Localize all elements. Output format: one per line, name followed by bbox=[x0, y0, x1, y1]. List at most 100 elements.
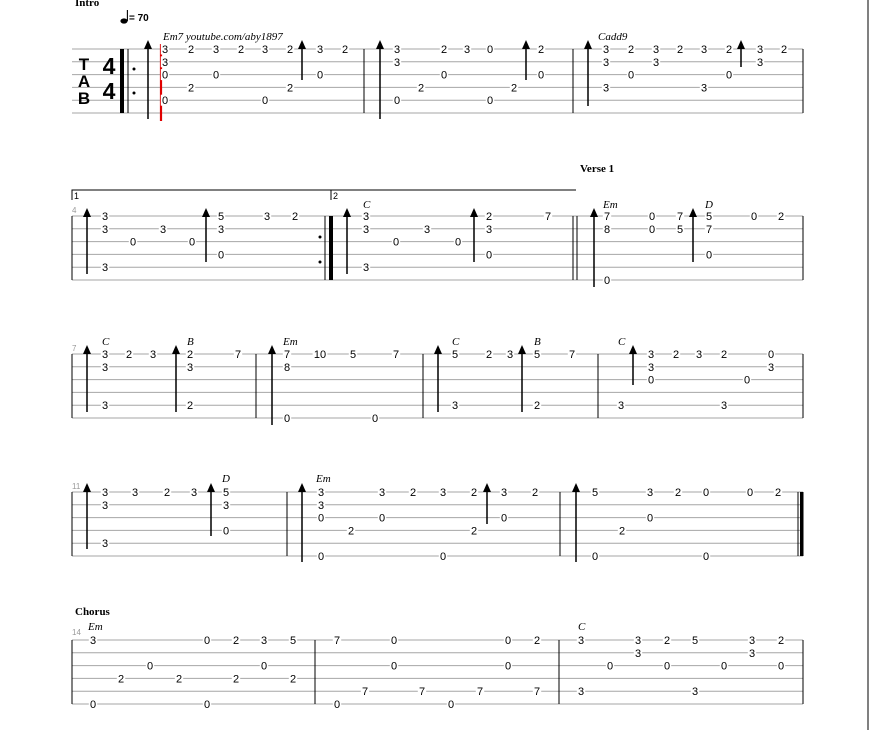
fret-number: 3 bbox=[102, 487, 108, 499]
fret-number: 2 bbox=[486, 349, 492, 361]
volta-number-1: 1 bbox=[74, 191, 79, 201]
fret-number: 2 bbox=[348, 525, 354, 537]
tempo-marking: = 70 bbox=[120, 10, 149, 24]
chord-name: Em bbox=[282, 336, 298, 348]
chord-name: C bbox=[363, 199, 371, 211]
fret-number: 0 bbox=[505, 661, 511, 673]
chord-name: B bbox=[187, 336, 194, 348]
fret-number-mask bbox=[645, 512, 655, 524]
fret-number-mask bbox=[288, 672, 298, 684]
repeat-dot-icon bbox=[132, 91, 136, 95]
fret-number-mask bbox=[389, 660, 399, 672]
fret-number-mask bbox=[484, 223, 494, 235]
fret-number-mask bbox=[185, 399, 195, 411]
fret-number: 0 bbox=[487, 95, 493, 107]
fret-number: 8 bbox=[284, 362, 290, 374]
fret-number: 0 bbox=[262, 95, 268, 107]
fret-number-mask bbox=[185, 348, 195, 360]
fret-number-mask bbox=[576, 634, 586, 646]
tab-letter-b: B bbox=[78, 89, 90, 108]
chord-name: Cadd9 bbox=[598, 31, 628, 43]
fret-number-mask bbox=[469, 486, 479, 498]
fret-number: 3 bbox=[749, 635, 755, 647]
fret-number: 3 bbox=[749, 648, 755, 660]
repeat-end-thick-bar bbox=[329, 216, 333, 280]
fret-number-mask bbox=[675, 223, 685, 235]
fret-number: 5 bbox=[290, 635, 296, 647]
fret-number-mask bbox=[645, 486, 655, 498]
fret-number-mask bbox=[602, 210, 612, 222]
fret-number: 0 bbox=[204, 699, 210, 711]
fret-number: 10 bbox=[314, 349, 326, 361]
fret-number: 3 bbox=[701, 82, 707, 94]
chord-name: B bbox=[534, 336, 541, 348]
fret-number-mask bbox=[216, 210, 226, 222]
fret-number-mask bbox=[288, 634, 298, 646]
fret-number-mask bbox=[439, 69, 449, 81]
fret-numbers: 3 3 0 0 2 2 3 0 2 3 0 2 2 3 0 2 3 3 0 2 2 0 3 0 0 2 2 0 3 3 3 2 0 3 3 2 3 3 2 0… bbox=[88, 43, 789, 711]
fret-number: 0 bbox=[744, 375, 750, 387]
fret-number-mask bbox=[662, 634, 672, 646]
fret-number-mask bbox=[221, 499, 231, 511]
fret-number: 0 bbox=[487, 44, 493, 56]
fret-number: 3 bbox=[501, 487, 507, 499]
fret-number-mask bbox=[719, 399, 729, 411]
fret-number-mask bbox=[340, 43, 350, 55]
fret-number: 3 bbox=[379, 487, 385, 499]
fret-number-mask bbox=[231, 672, 241, 684]
strum-arrows bbox=[83, 40, 745, 562]
up-arrow-icon bbox=[144, 40, 152, 49]
fret-number: 3 bbox=[363, 262, 369, 274]
fret-number: 0 bbox=[391, 635, 397, 647]
fret-number-mask bbox=[475, 685, 485, 697]
volta-brackets: 1 2 bbox=[71, 189, 576, 201]
fret-number: 2 bbox=[628, 44, 634, 56]
fret-number: 0 bbox=[204, 635, 210, 647]
up-arrow-icon bbox=[572, 483, 580, 492]
fret-number: 0 bbox=[213, 70, 219, 82]
fret-number-mask bbox=[392, 43, 402, 55]
fret-number-mask bbox=[675, 210, 685, 222]
fret-number: 3 bbox=[603, 57, 609, 69]
fret-number: 0 bbox=[162, 70, 168, 82]
fret-number-mask bbox=[160, 56, 170, 68]
fret-number-mask bbox=[160, 94, 170, 106]
fret-number-mask bbox=[602, 274, 612, 286]
fret-number-mask bbox=[361, 223, 371, 235]
fret-number: 7 bbox=[362, 686, 368, 698]
fret-number-mask bbox=[391, 236, 401, 248]
fret-number: 2 bbox=[188, 82, 194, 94]
fret-number-mask bbox=[532, 348, 542, 360]
fret-number: 2 bbox=[441, 44, 447, 56]
fret-number: 5 bbox=[692, 635, 698, 647]
fret-number: 2 bbox=[187, 400, 193, 412]
fret-number-mask bbox=[724, 69, 734, 81]
up-arrow-icon bbox=[207, 483, 215, 492]
fret-number-mask bbox=[262, 210, 272, 222]
fret-number: 0 bbox=[448, 699, 454, 711]
fret-number-mask bbox=[755, 56, 765, 68]
up-arrow-icon bbox=[298, 483, 306, 492]
fret-number: 5 bbox=[592, 487, 598, 499]
fret-number: 3 bbox=[647, 487, 653, 499]
fret-number: 3 bbox=[692, 686, 698, 698]
fret-number: 5 bbox=[677, 224, 683, 236]
fret-number: 2 bbox=[778, 635, 784, 647]
fret-number: 3 bbox=[507, 349, 513, 361]
fret-number-mask bbox=[282, 348, 292, 360]
fret-number: 0 bbox=[604, 275, 610, 287]
fret-number-mask bbox=[626, 69, 636, 81]
fret-number-mask bbox=[377, 486, 387, 498]
fret-number-mask bbox=[315, 43, 325, 55]
fret-number-mask bbox=[647, 223, 657, 235]
fret-number: 2 bbox=[287, 82, 293, 94]
fret-number: 3 bbox=[102, 224, 108, 236]
fret-number: 0 bbox=[706, 249, 712, 261]
fret-number: 5 bbox=[350, 349, 356, 361]
volta-number-2: 2 bbox=[333, 191, 338, 201]
fret-number: 2 bbox=[619, 525, 625, 537]
fret-number-mask bbox=[100, 348, 110, 360]
up-arrow-icon bbox=[629, 345, 637, 354]
repeat-dot-icon bbox=[132, 67, 136, 71]
fret-number-mask bbox=[766, 348, 776, 360]
